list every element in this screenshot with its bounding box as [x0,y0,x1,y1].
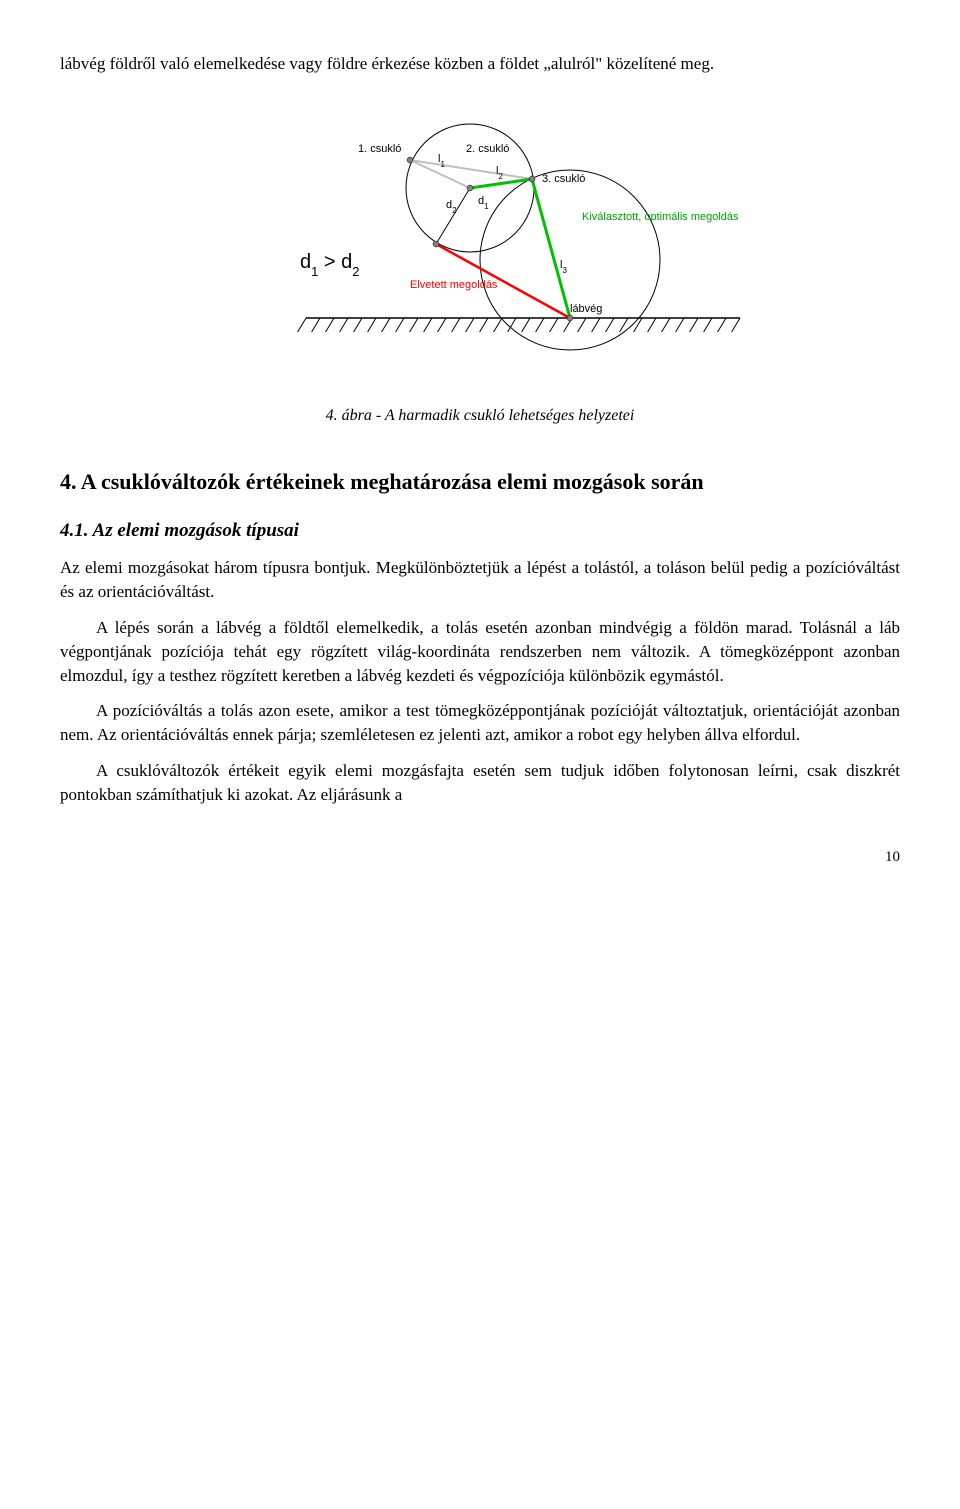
svg-text:3. csukló: 3. csukló [542,173,585,185]
figure-4-container: 1. csukló2. csukló3. csuklól1l2l3d1d2Elv… [60,100,900,387]
svg-text:Kiválasztott, optimális megold: Kiválasztott, optimális megoldás [582,211,739,223]
paragraph-4: A csuklóváltozók értékeit egyik elemi mo… [60,759,900,807]
paragraph-2: A lépés során a lábvég a földtől elemelk… [60,616,900,687]
top-fragment-text: lábvég földről való elemelkedése vagy fö… [60,52,900,76]
section-4-heading: 4. A csuklóváltozók értékeinek meghatáro… [60,467,900,498]
svg-text:lábvég: lábvég [570,303,602,315]
svg-text:1. csukló: 1. csukló [358,143,401,155]
figure-4-caption: 4. ábra - A harmadik csukló lehetséges h… [60,405,900,427]
page-number: 10 [60,847,900,868]
paragraph-1: Az elemi mozgásokat három típusra bontju… [60,556,900,604]
svg-text:Elvetett megoldás: Elvetett megoldás [410,279,498,291]
paragraph-3: A pozícióváltás a tolás azon esete, amik… [60,699,900,747]
subsection-4-1-heading: 4.1. Az elemi mozgások típusai [60,518,900,545]
figure-4-diagram: 1. csukló2. csukló3. csuklól1l2l3d1d2Elv… [200,100,760,380]
svg-text:2. csukló: 2. csukló [466,143,509,155]
